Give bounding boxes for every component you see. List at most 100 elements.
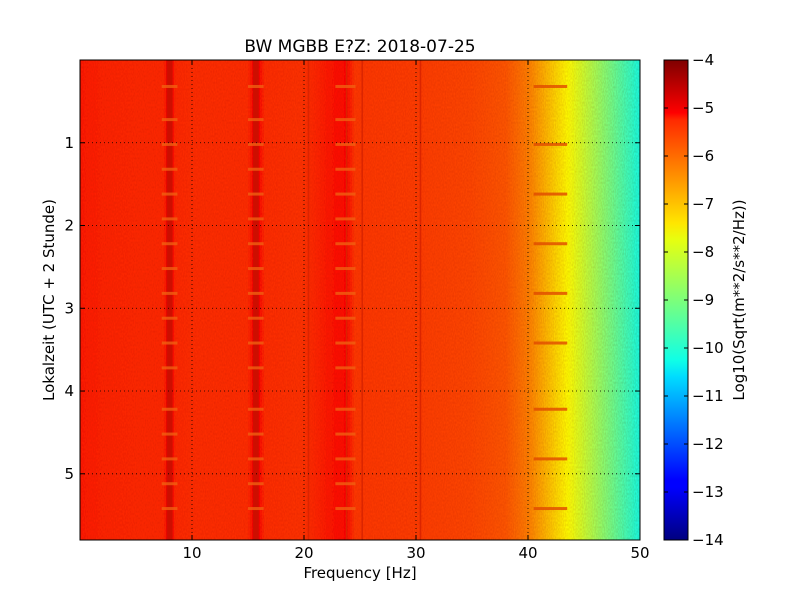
- heatmap-cell: [140, 60, 143, 540]
- y-tick-label: 3: [64, 299, 74, 317]
- heatmap-cell: [184, 60, 187, 540]
- spectral-line: [419, 60, 422, 540]
- heatmap-cell: [586, 60, 589, 540]
- heatmap-cell: [204, 60, 207, 540]
- heatmap-cell: [244, 60, 247, 540]
- heatmap-cell: [180, 60, 183, 540]
- heatmap-cell: [264, 60, 267, 540]
- heatmap-cell: [82, 60, 85, 540]
- y-tick-label: 2: [64, 217, 74, 235]
- heatmap-cell: [146, 60, 149, 540]
- dark-band: [161, 432, 178, 436]
- heatmap-cell: [574, 60, 577, 540]
- heatmap-cell: [288, 60, 291, 540]
- heatmap-cell: [428, 60, 431, 540]
- heatmap-cell: [426, 60, 429, 540]
- heatmap-cell: [178, 60, 181, 540]
- heatmap-cell: [528, 60, 531, 540]
- heatmap-cell: [444, 60, 447, 540]
- heatmap-cell: [582, 60, 585, 540]
- heatmap-cell: [502, 60, 505, 540]
- dark-band: [335, 457, 356, 461]
- heatmap-cell: [396, 60, 399, 540]
- heatmap-cell: [128, 60, 131, 540]
- heatmap-cell: [496, 60, 499, 540]
- heatmap-cell: [572, 60, 575, 540]
- heatmap-cell: [338, 60, 341, 540]
- heatmap-cell: [562, 60, 565, 540]
- dark-band: [533, 142, 568, 146]
- spectral-line: [345, 60, 348, 540]
- colorbar-tick-label: −7: [692, 195, 714, 213]
- dark-band: [161, 457, 178, 461]
- heatmap-cell: [206, 60, 209, 540]
- heatmap-cell: [152, 60, 155, 540]
- heatmap-cell: [404, 60, 407, 540]
- heatmap-cell: [272, 60, 275, 540]
- colorbar-tick-label: −14: [692, 531, 724, 549]
- heatmap-cell: [278, 60, 281, 540]
- colorbar-tick-label: −12: [692, 435, 724, 453]
- heatmap-cell: [158, 60, 161, 540]
- heatmap-cell: [446, 60, 449, 540]
- dark-band: [161, 118, 178, 122]
- heatmap-cell: [324, 60, 327, 540]
- heatmap-cell: [232, 60, 235, 540]
- heatmap-cell: [230, 60, 233, 540]
- heatmap-cell: [148, 60, 151, 540]
- heatmap-cell: [416, 60, 419, 540]
- heatmap-cell: [538, 60, 541, 540]
- dark-band: [248, 142, 264, 146]
- heatmap-cell: [602, 60, 605, 540]
- heatmap-cell: [398, 60, 401, 540]
- dark-band: [248, 84, 264, 88]
- heatmap-cell: [508, 60, 511, 540]
- dark-band: [335, 242, 356, 246]
- heatmap-cell: [378, 60, 381, 540]
- heatmap-cell: [480, 60, 483, 540]
- heatmap-cell: [546, 60, 549, 540]
- heatmap-cell: [500, 60, 503, 540]
- x-axis-label: Frequency [Hz]: [303, 564, 416, 582]
- heatmap-cell: [470, 60, 473, 540]
- heatmap-cell: [626, 60, 629, 540]
- heatmap-cell: [536, 60, 539, 540]
- heatmap-cell: [246, 60, 249, 540]
- dark-band: [161, 341, 178, 345]
- heatmap-cell: [110, 60, 113, 540]
- heatmap-cell: [234, 60, 237, 540]
- heatmap-cell: [422, 60, 425, 540]
- dark-band: [335, 366, 356, 370]
- heatmap-cell: [286, 60, 289, 540]
- dark-band: [161, 267, 178, 271]
- heatmap-cell: [196, 60, 199, 540]
- dark-band: [335, 267, 356, 271]
- y-tick-label: 5: [64, 465, 74, 483]
- heatmap-cell: [356, 60, 359, 540]
- dark-band: [161, 482, 178, 486]
- heatmap-cell: [360, 60, 363, 540]
- heatmap-cell: [468, 60, 471, 540]
- heatmap-cell: [270, 60, 273, 540]
- heatmap-cell: [454, 60, 457, 540]
- colorbar-tick-label: −6: [692, 147, 714, 165]
- dark-band: [335, 217, 356, 221]
- heatmap-cell: [354, 60, 357, 540]
- heatmap-cell: [228, 60, 231, 540]
- heatmap-cell: [320, 60, 323, 540]
- heatmap-cell: [598, 60, 601, 540]
- heatmap-cell: [622, 60, 625, 540]
- heatmap-cell: [450, 60, 453, 540]
- heatmap-cell: [114, 60, 117, 540]
- heatmap-cell: [276, 60, 279, 540]
- heatmap-cell: [352, 60, 355, 540]
- dark-band: [335, 291, 356, 295]
- dark-band: [161, 407, 178, 411]
- heatmap-cell: [190, 60, 193, 540]
- heatmap-cell: [604, 60, 607, 540]
- heatmap-cell: [516, 60, 519, 540]
- colorbar-tick-label: −11: [692, 387, 724, 405]
- dark-band: [335, 341, 356, 345]
- heatmap-cell: [390, 60, 393, 540]
- heatmap-cell: [108, 60, 111, 540]
